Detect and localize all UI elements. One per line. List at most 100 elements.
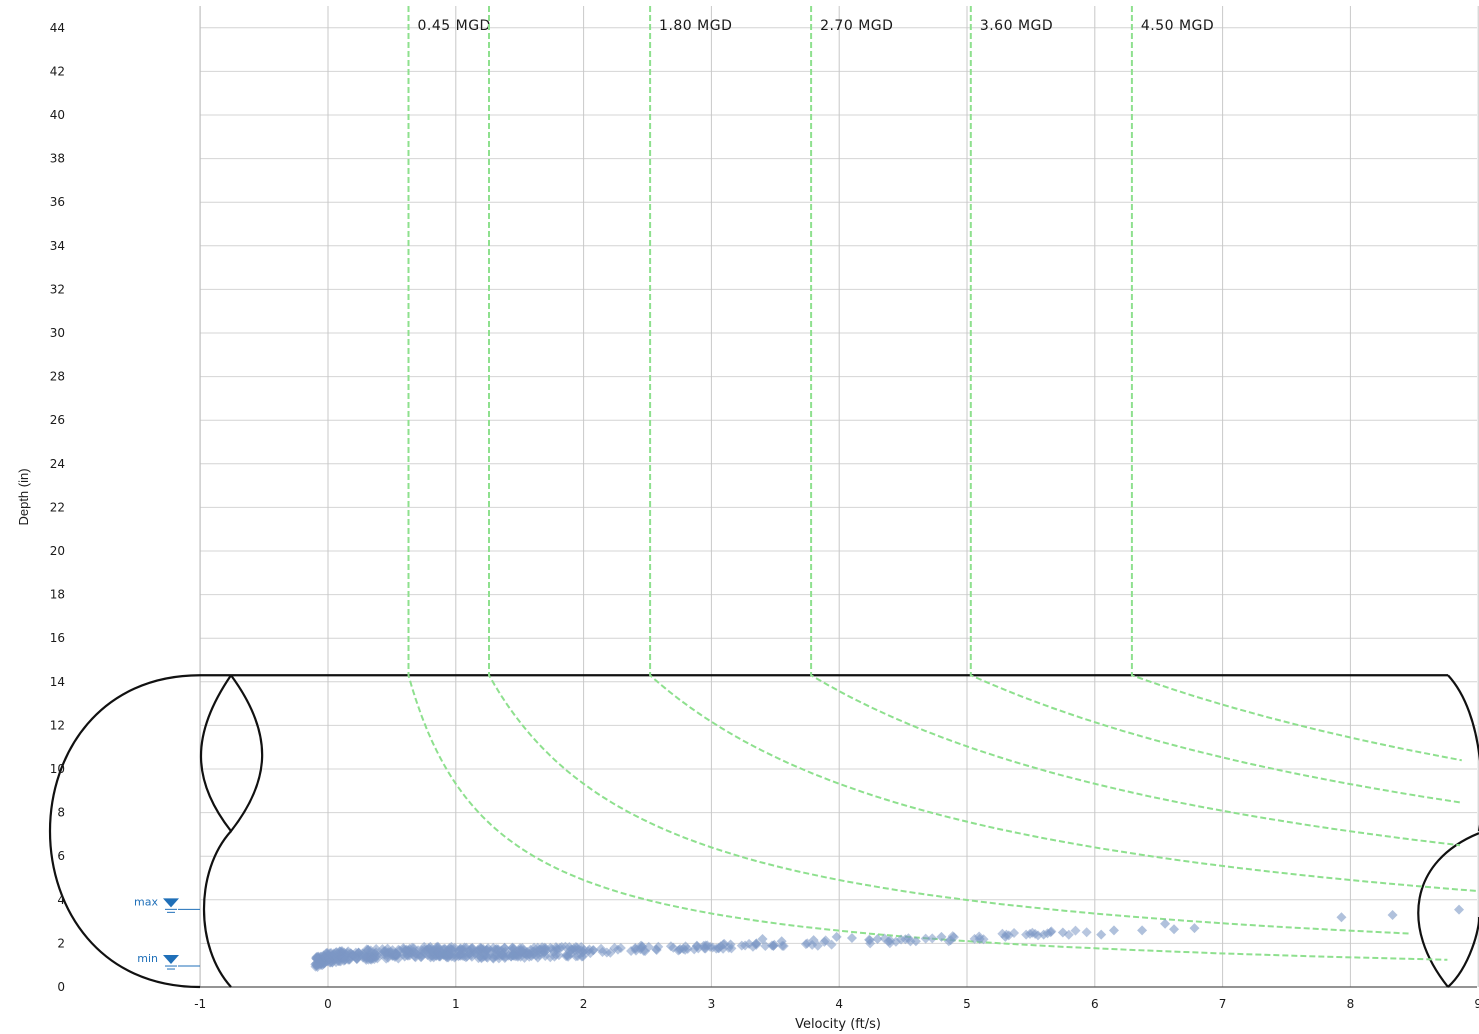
scatter-point bbox=[490, 951, 501, 962]
level-markers: max min bbox=[134, 895, 200, 970]
scatter-point bbox=[711, 943, 722, 954]
scatter-point bbox=[757, 934, 768, 945]
scatter-point bbox=[579, 945, 590, 956]
iso-flow-label: 1.80 MGD bbox=[659, 18, 732, 34]
scatter-point bbox=[665, 941, 676, 952]
scatter-point bbox=[974, 934, 985, 945]
x-tick-label: -1 bbox=[194, 997, 206, 1011]
iso-flow-curve bbox=[969, 6, 1463, 804]
y-tick-label: 34 bbox=[50, 239, 65, 253]
scatter-point bbox=[554, 942, 565, 953]
scatter-point bbox=[1454, 904, 1465, 915]
iso-flow-curve bbox=[810, 6, 1461, 847]
y-tick-label: 20 bbox=[50, 544, 65, 558]
y-tick-label: 8 bbox=[57, 806, 65, 820]
scatter-point bbox=[596, 943, 607, 954]
x-tick-label: 6 bbox=[1091, 997, 1099, 1011]
scatter-point bbox=[1189, 923, 1200, 934]
y-tick-label: 2 bbox=[57, 936, 65, 950]
iso-flow-label: 2.70 MGD bbox=[820, 18, 893, 34]
scatter-point bbox=[872, 934, 883, 945]
scatter-point bbox=[678, 943, 689, 954]
scatter-points bbox=[310, 904, 1465, 972]
y-tick-label: 26 bbox=[50, 413, 65, 427]
y-tick-label: 38 bbox=[50, 152, 65, 166]
scatter-point bbox=[357, 949, 368, 960]
scatter-point bbox=[482, 952, 493, 963]
scatter-point bbox=[508, 943, 519, 954]
scatter-point bbox=[905, 936, 916, 947]
scatter-point bbox=[776, 936, 787, 947]
scatter-point bbox=[331, 952, 342, 963]
scatter-point bbox=[808, 935, 819, 946]
y-tick-label: 14 bbox=[50, 675, 65, 689]
pipe-left-lobe-upper bbox=[199, 674, 264, 833]
y-tick-label: 30 bbox=[50, 326, 65, 340]
scatter-point bbox=[310, 961, 321, 972]
x-tick-label: 5 bbox=[963, 997, 971, 1011]
scatter-point bbox=[565, 949, 576, 960]
level-marker-label: min bbox=[137, 952, 158, 965]
x-tick-label: 0 bbox=[324, 997, 332, 1011]
scatter-point bbox=[864, 935, 875, 946]
x-tick-label: 3 bbox=[708, 997, 716, 1011]
scatter-point bbox=[1070, 925, 1081, 936]
scatter-point bbox=[508, 950, 519, 961]
iso-flow-curve bbox=[1130, 6, 1462, 762]
grid bbox=[199, 6, 1479, 988]
level-marker-label: max bbox=[134, 895, 158, 908]
scatter-point bbox=[1038, 929, 1049, 940]
scatter-point bbox=[1096, 929, 1107, 940]
scatter-point bbox=[499, 942, 510, 953]
y-tick-label: 16 bbox=[50, 631, 65, 645]
scatter-point bbox=[699, 943, 710, 954]
x-tick-label: 9 bbox=[1474, 997, 1479, 1011]
y-tick-label: 10 bbox=[50, 762, 65, 776]
scatter-point bbox=[438, 949, 449, 960]
scatter-point bbox=[800, 939, 811, 950]
scatter-point bbox=[609, 942, 620, 953]
scatter-point bbox=[529, 942, 540, 953]
scatter-point bbox=[1336, 912, 1347, 923]
scatter-point bbox=[311, 954, 322, 965]
iso-flow-curve bbox=[488, 6, 1411, 935]
x-tick-labels: -1 0 1 2 3 4 5 6 7 8 9 bbox=[194, 997, 1479, 1011]
scatter-point bbox=[1387, 910, 1398, 921]
scatter-point bbox=[496, 949, 507, 960]
x-tick-label: 7 bbox=[1219, 997, 1227, 1011]
scatter-point bbox=[1000, 931, 1011, 942]
scatter-point bbox=[1108, 925, 1119, 936]
iso-flow-label: 4.50 MGD bbox=[1141, 18, 1214, 34]
scatter-point bbox=[927, 933, 938, 944]
scatter-point bbox=[536, 944, 547, 955]
scatter-point bbox=[1046, 926, 1057, 937]
y-tick-label: 36 bbox=[50, 195, 65, 209]
y-tick-label: 22 bbox=[50, 500, 65, 514]
level-marker-triangle bbox=[163, 898, 179, 908]
scatter-point bbox=[408, 946, 419, 957]
y-tick-label: 40 bbox=[50, 108, 65, 122]
scatter-point bbox=[751, 938, 762, 949]
x-tick-label: 2 bbox=[580, 997, 588, 1011]
scatter-point bbox=[820, 935, 831, 946]
y-tick-label: 0 bbox=[57, 980, 65, 994]
y-tick-label: 24 bbox=[50, 457, 65, 471]
y-tick-labels: 0246810121416182022242628303234363840424… bbox=[50, 21, 65, 994]
scatter-point bbox=[470, 948, 481, 959]
scatter-point bbox=[846, 932, 857, 943]
scatter-point bbox=[725, 939, 736, 950]
y-tick-label: 44 bbox=[50, 21, 65, 35]
pipe-right-lobe-tail bbox=[1447, 917, 1479, 988]
scatter-point bbox=[1160, 918, 1171, 929]
scatter-point bbox=[1169, 924, 1180, 935]
scatter-point bbox=[615, 943, 626, 954]
scatter-point bbox=[736, 940, 747, 951]
y-tick-label: 6 bbox=[57, 849, 65, 863]
scatter-point bbox=[427, 946, 438, 957]
y-tick-label: 18 bbox=[50, 588, 65, 602]
scatter-point bbox=[390, 948, 401, 959]
scatter-point bbox=[399, 951, 410, 962]
scatter-point bbox=[532, 952, 543, 963]
scatter-point bbox=[653, 941, 664, 952]
x-tick-label: 4 bbox=[835, 997, 843, 1011]
